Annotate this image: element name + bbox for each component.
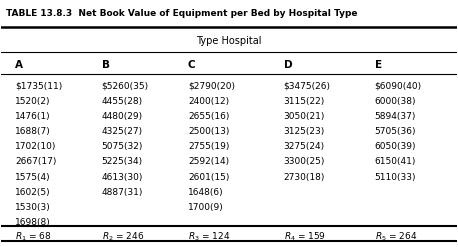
Text: TABLE 13.8.3  Net Book Value of Equipment per Bed by Hospital Type: TABLE 13.8.3 Net Book Value of Equipment… <box>6 9 357 18</box>
Text: 5225(34): 5225(34) <box>102 158 142 166</box>
Text: $1735(11): $1735(11) <box>15 82 62 90</box>
Text: 6000(38): 6000(38) <box>375 97 416 106</box>
Text: 3050(21): 3050(21) <box>284 112 325 121</box>
Text: 2667(17): 2667(17) <box>15 158 56 166</box>
Text: 3115(22): 3115(22) <box>284 97 325 106</box>
Text: 1700(9): 1700(9) <box>188 203 224 212</box>
Text: $R_{5}$ = 264: $R_{5}$ = 264 <box>375 230 417 243</box>
Text: Type Hospital: Type Hospital <box>196 36 262 46</box>
Text: $5260(35): $5260(35) <box>102 82 149 90</box>
Text: 3275(24): 3275(24) <box>284 142 325 151</box>
Text: 2730(18): 2730(18) <box>284 173 325 182</box>
Text: 4480(29): 4480(29) <box>102 112 142 121</box>
Text: C: C <box>188 60 196 70</box>
Text: 5894(37): 5894(37) <box>375 112 416 121</box>
Text: A: A <box>15 60 23 70</box>
Text: 5110(33): 5110(33) <box>375 173 416 182</box>
Text: 2601(15): 2601(15) <box>188 173 229 182</box>
Text: 2592(14): 2592(14) <box>188 158 229 166</box>
Text: $6090(40): $6090(40) <box>375 82 422 90</box>
Text: 6050(39): 6050(39) <box>375 142 416 151</box>
Text: $R_{3}$ = 124: $R_{3}$ = 124 <box>188 230 230 243</box>
Text: 2755(19): 2755(19) <box>188 142 229 151</box>
Text: 6150(41): 6150(41) <box>375 158 416 166</box>
Text: 1575(4): 1575(4) <box>15 173 51 182</box>
Text: 4455(28): 4455(28) <box>102 97 142 106</box>
Text: $R_{2}$ = 246: $R_{2}$ = 246 <box>102 230 144 243</box>
Text: D: D <box>284 60 292 70</box>
Text: 1702(10): 1702(10) <box>15 142 56 151</box>
Text: 2655(16): 2655(16) <box>188 112 229 121</box>
Text: B: B <box>102 60 109 70</box>
Text: $R_{4}$ = 159: $R_{4}$ = 159 <box>284 230 326 243</box>
Text: 4325(27): 4325(27) <box>102 127 142 136</box>
Text: 1520(2): 1520(2) <box>15 97 50 106</box>
Text: 5705(36): 5705(36) <box>375 127 416 136</box>
Text: 4887(31): 4887(31) <box>102 188 143 197</box>
Text: 3125(23): 3125(23) <box>284 127 325 136</box>
Text: 1648(6): 1648(6) <box>188 188 224 197</box>
Text: 1530(3): 1530(3) <box>15 203 51 212</box>
Text: 5075(32): 5075(32) <box>102 142 143 151</box>
Text: 2400(12): 2400(12) <box>188 97 229 106</box>
Text: 4613(30): 4613(30) <box>102 173 143 182</box>
Text: $R_{1}$ = 68: $R_{1}$ = 68 <box>15 230 52 243</box>
Text: 2500(13): 2500(13) <box>188 127 229 136</box>
Text: 1602(5): 1602(5) <box>15 188 51 197</box>
Text: 1476(1): 1476(1) <box>15 112 51 121</box>
Text: $3475(26): $3475(26) <box>284 82 331 90</box>
Text: $2790(20): $2790(20) <box>188 82 235 90</box>
Text: 1698(8): 1698(8) <box>15 218 51 227</box>
Text: 3300(25): 3300(25) <box>284 158 325 166</box>
Text: E: E <box>375 60 382 70</box>
Text: 1688(7): 1688(7) <box>15 127 51 136</box>
